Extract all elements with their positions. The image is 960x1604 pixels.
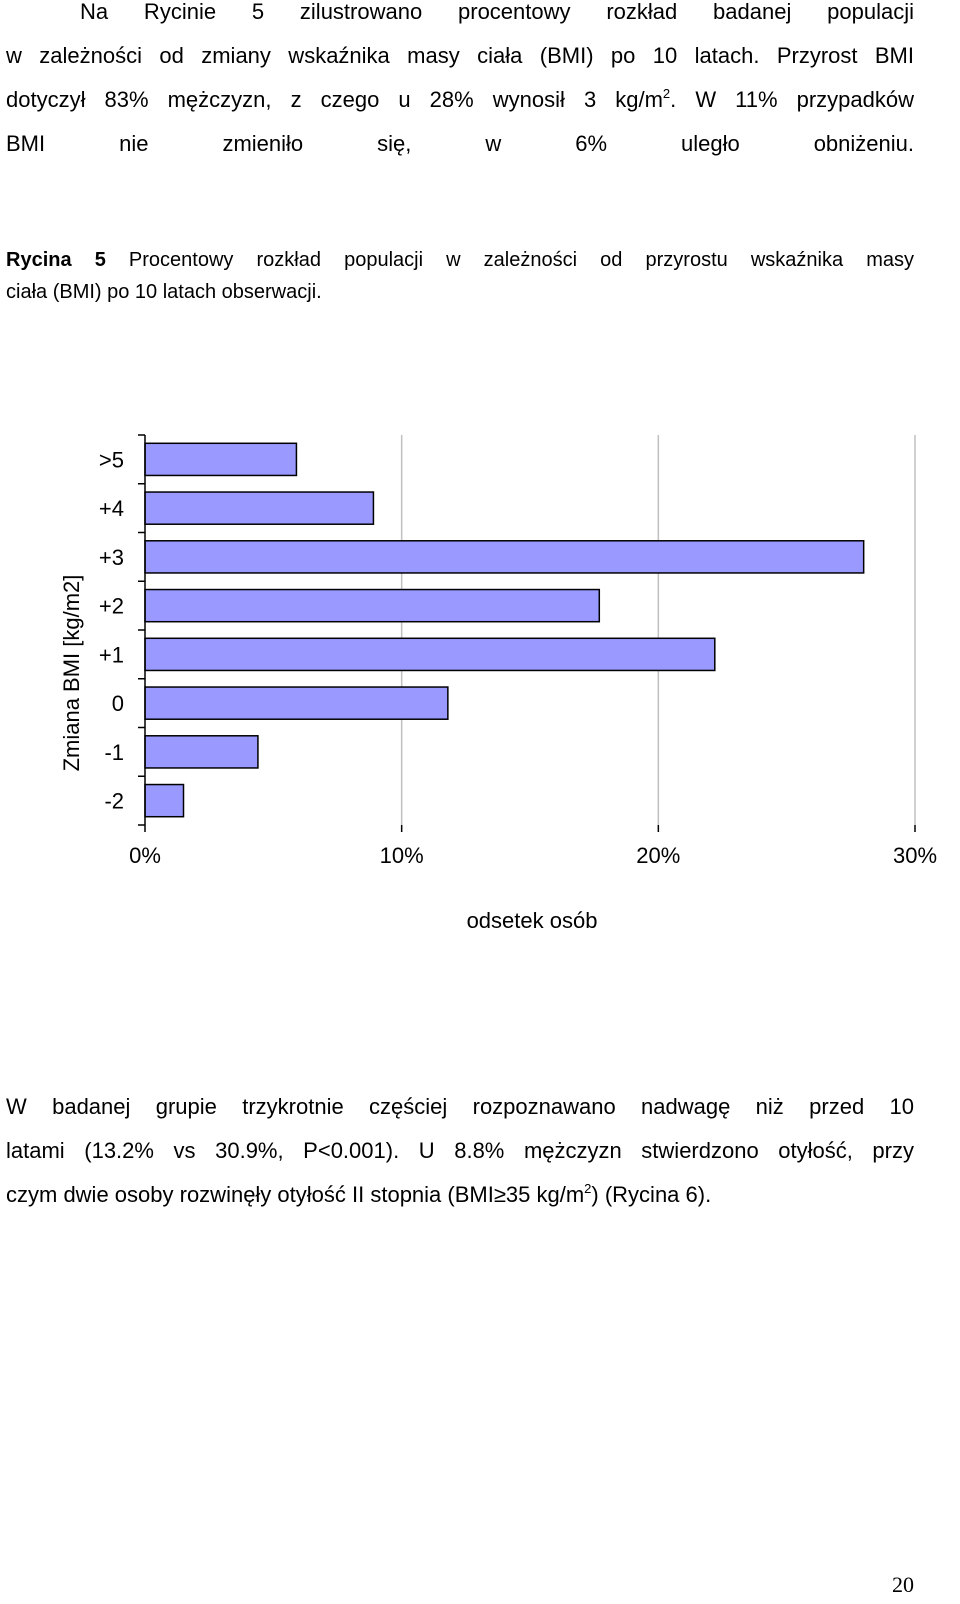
y-axis-label: Zmiana BMI [kg/m2]	[59, 575, 84, 772]
intro-line-1: Na Rycinie 5 zilustrowano procentowy roz…	[80, 0, 914, 24]
caption-text-1: Procentowy rozkład populacji w zależnośc…	[105, 249, 914, 271]
outro-superscript: 2	[584, 1181, 592, 1196]
bar	[144, 442, 298, 477]
x-tick-label: 0%	[129, 843, 161, 868]
bmi-change-bar-chart: >5 +4 +3 +2 +1 0 -1 -2 0% 10% 20% 30% odsetek osób Zm…	[59, 434, 937, 933]
intro-line-3-tail: . W 11% przypadków	[670, 87, 914, 112]
caption-line-2: ciała (BMI) po 10 latach obserwacji.	[6, 281, 322, 303]
x-tick-label: 10%	[380, 843, 424, 868]
y-tick-label: +1	[99, 642, 124, 667]
outro-paragraph: W badanej grupie trzykrotnie częściej ro…	[6, 1085, 914, 1217]
bar	[144, 540, 865, 574]
figure-caption: Rycina 5 Procentowy rozkład populacji w …	[6, 244, 914, 308]
y-tick-label: +2	[99, 594, 124, 619]
outro-line-3-tail: ) (Rycina 6).	[591, 1182, 712, 1207]
caption-label: Rycina 5	[6, 249, 106, 271]
page-number: 20	[892, 1572, 914, 1597]
intro-line-3-text: dotyczył 83% mężczyzn, z czego u 28% wyn…	[6, 87, 663, 112]
x-axis-label: odsetek osób	[467, 908, 598, 933]
bar	[144, 686, 449, 720]
intro-line-3: dotyczył 83% mężczyzn, z czego u 28% wyn…	[6, 78, 914, 122]
intro-line-4: BMI nie zmieniło się, w 6% uległo obniże…	[6, 131, 914, 156]
y-tick-label: -2	[104, 789, 124, 814]
outro-line-2: latami (13.2% vs 30.9%, P<0.001). U 8.8%…	[6, 1138, 914, 1163]
bar	[144, 783, 185, 818]
outro-line-1: W badanej grupie trzykrotnie częściej ro…	[6, 1094, 914, 1119]
intro-line-2: w zależności od zmiany wskaźnika masy ci…	[6, 43, 914, 68]
bar	[144, 491, 375, 525]
y-tick-label: 0	[112, 691, 124, 716]
y-tick-label: +4	[99, 496, 124, 521]
y-tick-label: >5	[99, 447, 124, 472]
caption-line-1: Rycina 5 Procentowy rozkład populacji w …	[6, 244, 914, 276]
bar	[144, 588, 601, 623]
y-tick-label: +3	[99, 545, 124, 570]
outro-line-3-text: czym dwie osoby rozwinęły otyłość II sto…	[6, 1182, 585, 1207]
outro-line-3: czym dwie osoby rozwinęły otyłość II sto…	[6, 1173, 914, 1217]
y-tick-label: -1	[104, 740, 124, 765]
intro-paragraph: Na Rycinie 5 zilustrowano procentowy roz…	[6, 0, 914, 166]
bar	[144, 735, 259, 769]
bar	[144, 637, 716, 672]
intro-superscript: 2	[662, 86, 671, 101]
x-tick-label: 20%	[636, 843, 680, 868]
x-tick-label: 30%	[893, 843, 937, 868]
